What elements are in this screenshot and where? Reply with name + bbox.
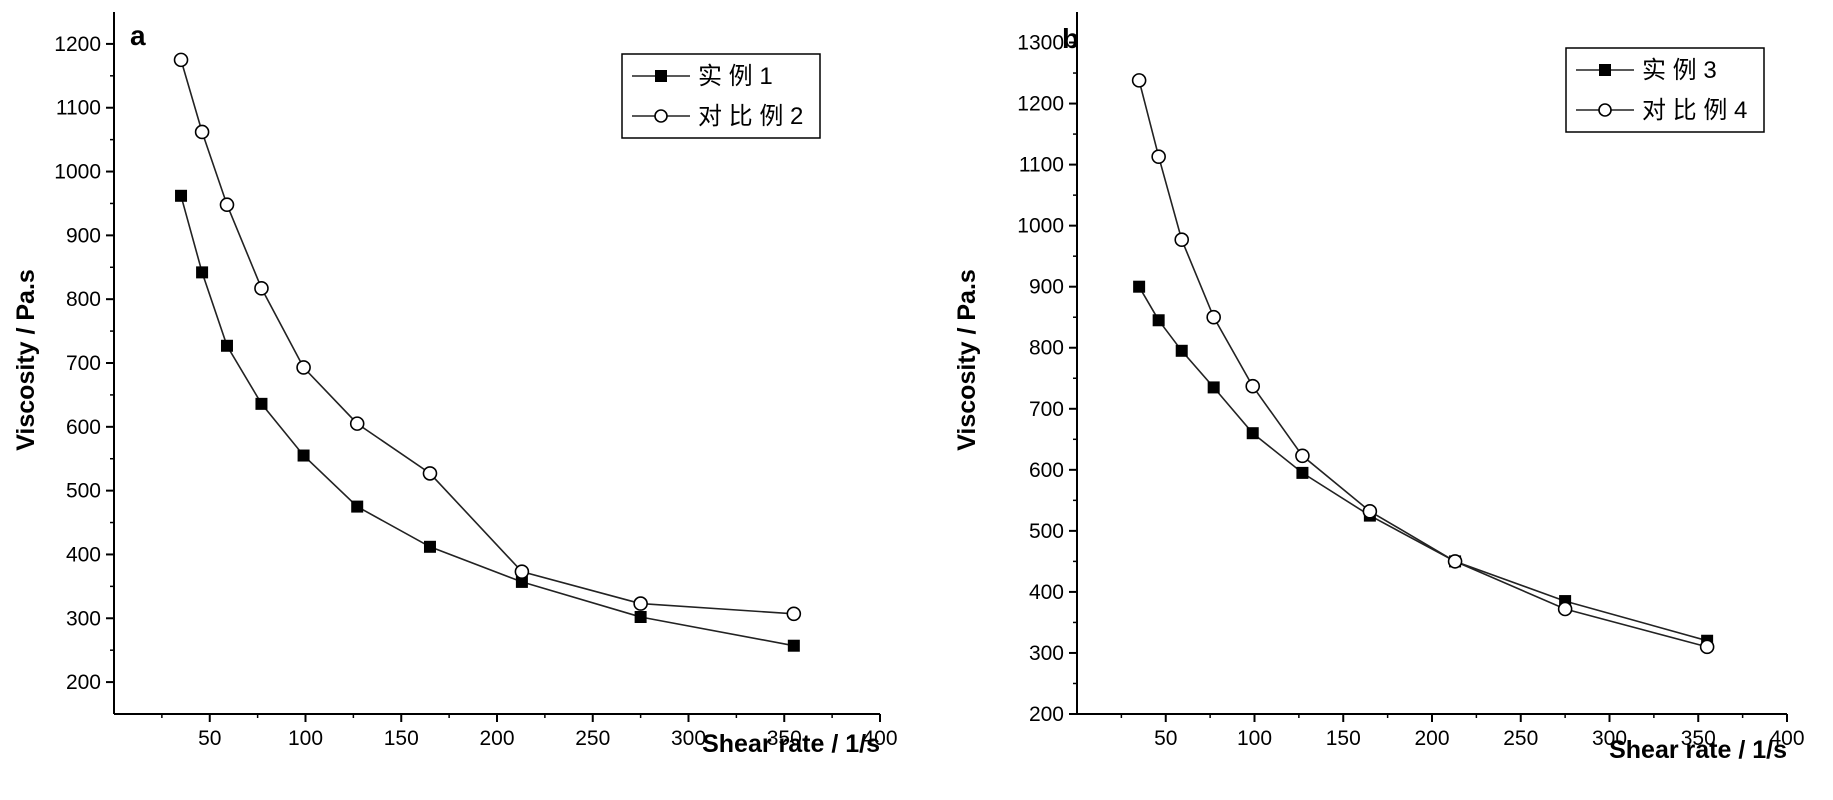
b-series-2-line bbox=[1139, 80, 1707, 647]
b-y-tick-label: 400 bbox=[1029, 581, 1064, 604]
a-legend-label-2: 对 比 例 2 bbox=[698, 103, 803, 130]
a-y-tick-label: 700 bbox=[66, 352, 101, 375]
b-y-axis-title: Viscosity / Pa.s bbox=[953, 269, 981, 451]
a-y-tick-label: 400 bbox=[66, 543, 101, 566]
b-y-tick-label: 1100 bbox=[1019, 154, 1064, 177]
a-series-2-line bbox=[181, 60, 794, 614]
b-y-tick-label: 300 bbox=[1029, 642, 1064, 665]
b-x-tick-label: 250 bbox=[1503, 727, 1538, 750]
a-panel-letter: a bbox=[130, 20, 146, 51]
b-series-1-point bbox=[1208, 381, 1220, 393]
a-y-tick-label: 600 bbox=[66, 416, 101, 439]
b-series-2-point bbox=[1701, 640, 1714, 653]
a-series-1-point bbox=[196, 266, 208, 278]
b-y-tick-label: 700 bbox=[1029, 398, 1064, 421]
b-y-tick-label: 600 bbox=[1029, 459, 1064, 482]
a-x-tick-label: 250 bbox=[575, 727, 610, 750]
a-legend-marker-1 bbox=[655, 70, 667, 82]
b-series-2-point bbox=[1133, 74, 1146, 87]
b-series-2-point bbox=[1246, 380, 1259, 393]
a-x-tick-label: 50 bbox=[198, 727, 221, 750]
b-x-tick-label: 150 bbox=[1326, 727, 1361, 750]
a-y-tick-label: 1200 bbox=[54, 33, 101, 56]
a-series-1-point bbox=[424, 541, 436, 553]
a-y-tick-label: 900 bbox=[66, 224, 101, 247]
a-y-tick-label: 300 bbox=[66, 607, 101, 630]
a-series-1-point bbox=[175, 190, 187, 202]
a-x-tick-label: 200 bbox=[479, 727, 514, 750]
b-legend-label-2: 对 比 例 4 bbox=[1642, 97, 1747, 124]
a-series-1-point bbox=[298, 450, 310, 462]
a-legend: 实 例 1 对 比 例 2 bbox=[622, 54, 820, 138]
b-y-tick-label: 800 bbox=[1029, 337, 1064, 360]
a-series-2-point bbox=[220, 198, 233, 211]
b-series-2-point bbox=[1363, 505, 1376, 518]
panel-b: 5010015020025030035040020030040050060070… bbox=[953, 12, 1805, 764]
b-series-2-point bbox=[1207, 311, 1220, 324]
a-y-axis-title: Viscosity / Pa.s bbox=[12, 269, 40, 451]
b-legend-label-1: 实 例 3 bbox=[1642, 57, 1717, 84]
a-series-2-point bbox=[787, 607, 800, 620]
b-series-1-point bbox=[1133, 281, 1145, 293]
a-series-2-point bbox=[423, 467, 436, 480]
a-series-2-point bbox=[515, 565, 528, 578]
a-x-tick-label: 100 bbox=[288, 727, 323, 750]
a-y-tick-label: 800 bbox=[66, 288, 101, 311]
a-series-1-point bbox=[635, 611, 647, 623]
panel-a: 5010015020025030035040020030040050060070… bbox=[12, 12, 898, 758]
a-y-tick-label: 500 bbox=[66, 480, 101, 503]
b-series-2-point bbox=[1152, 150, 1165, 163]
a-series-1-point bbox=[351, 501, 363, 513]
a-series-2-point bbox=[175, 53, 188, 66]
b-series-1-point bbox=[1247, 427, 1259, 439]
b-series-2-point bbox=[1559, 603, 1572, 616]
b-x-tick-label: 100 bbox=[1237, 727, 1272, 750]
a-series-2-point bbox=[255, 282, 268, 295]
b-x-tick-label: 200 bbox=[1414, 727, 1449, 750]
b-series-1-point bbox=[1176, 345, 1188, 357]
a-x-tick-label: 150 bbox=[384, 727, 419, 750]
b-legend: 实 例 3 对 比 例 4 bbox=[1566, 48, 1764, 132]
b-legend-marker-2 bbox=[1599, 104, 1611, 116]
a-series-1-point bbox=[221, 340, 233, 352]
b-series-1-point bbox=[1153, 314, 1165, 326]
a-series-1-point bbox=[788, 640, 800, 652]
a-legend-label-1: 实 例 1 bbox=[698, 63, 773, 90]
b-x-axis-title: Shear rate / 1/s bbox=[1609, 736, 1787, 764]
a-series-1-point bbox=[255, 398, 267, 410]
a-y-tick-label: 1000 bbox=[54, 161, 101, 184]
a-x-tick-label: 300 bbox=[671, 727, 706, 750]
b-series-1-point bbox=[1296, 467, 1308, 479]
a-x-axis-title: Shear rate / 1/s bbox=[702, 730, 880, 758]
b-x-tick-label: 50 bbox=[1154, 727, 1177, 750]
b-y-tick-label: 900 bbox=[1029, 276, 1064, 299]
b-series-1-line bbox=[1139, 287, 1707, 641]
b-series-2-point bbox=[1449, 555, 1462, 568]
b-y-tick-label: 1000 bbox=[1017, 215, 1064, 238]
a-series-2-point bbox=[351, 417, 364, 430]
b-series-2-point bbox=[1296, 449, 1309, 462]
a-series-2-point bbox=[196, 125, 209, 138]
b-y-tick-label: 500 bbox=[1029, 520, 1064, 543]
a-y-tick-label: 200 bbox=[66, 671, 101, 694]
b-panel-letter: b bbox=[1062, 23, 1079, 54]
a-legend-marker-2 bbox=[655, 110, 667, 122]
a-series-2-point bbox=[297, 361, 310, 374]
b-y-tick-label: 200 bbox=[1029, 703, 1064, 726]
b-series-2-point bbox=[1175, 233, 1188, 246]
a-series-2-point bbox=[634, 597, 647, 610]
b-legend-marker-1 bbox=[1599, 64, 1611, 76]
b-y-tick-label: 1200 bbox=[1017, 93, 1064, 116]
a-y-tick-label: 1100 bbox=[56, 97, 101, 120]
a-series-1-line bbox=[181, 196, 794, 646]
b-y-tick-label: 1300 bbox=[1017, 32, 1064, 55]
